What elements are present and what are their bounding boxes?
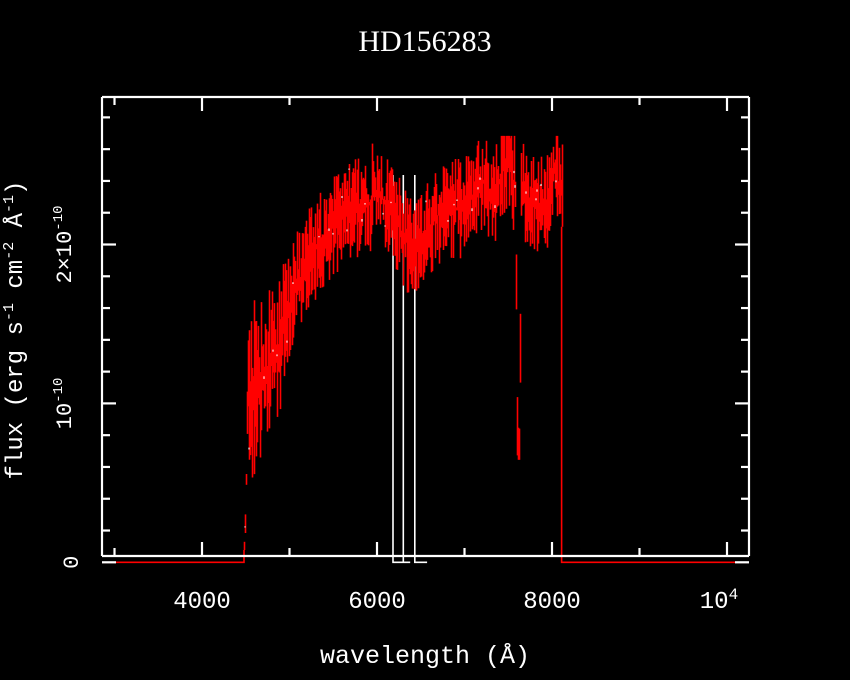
svg-text:HD156283: HD156283: [358, 25, 491, 58]
svg-text:flux (erg s-1 cm-2 Å-1): flux (erg s-1 cm-2 Å-1): [1, 181, 30, 480]
svg-text:6000: 6000: [348, 589, 406, 616]
svg-text:8000: 8000: [523, 589, 581, 616]
svg-text:4000: 4000: [173, 589, 231, 616]
svg-text:wavelength (Å): wavelength (Å): [320, 641, 530, 671]
svg-text:0: 0: [60, 556, 85, 569]
